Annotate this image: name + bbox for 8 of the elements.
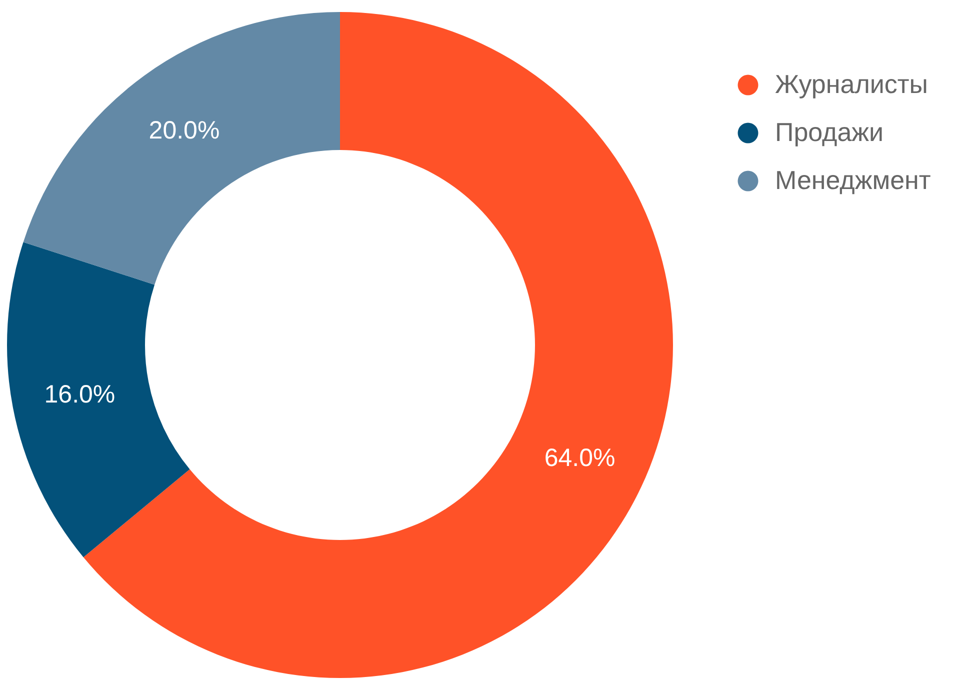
donut-slice (8, 242, 190, 558)
legend-label: Журналисты (775, 69, 928, 99)
legend-label: Менеджмент (775, 165, 931, 195)
data-label: 16.0% (44, 380, 116, 409)
donut-slice (23, 12, 340, 285)
legend-label: Продажи (775, 117, 884, 147)
data-label: 64.0% (544, 444, 616, 472)
data-label: 20.0% (148, 116, 220, 145)
